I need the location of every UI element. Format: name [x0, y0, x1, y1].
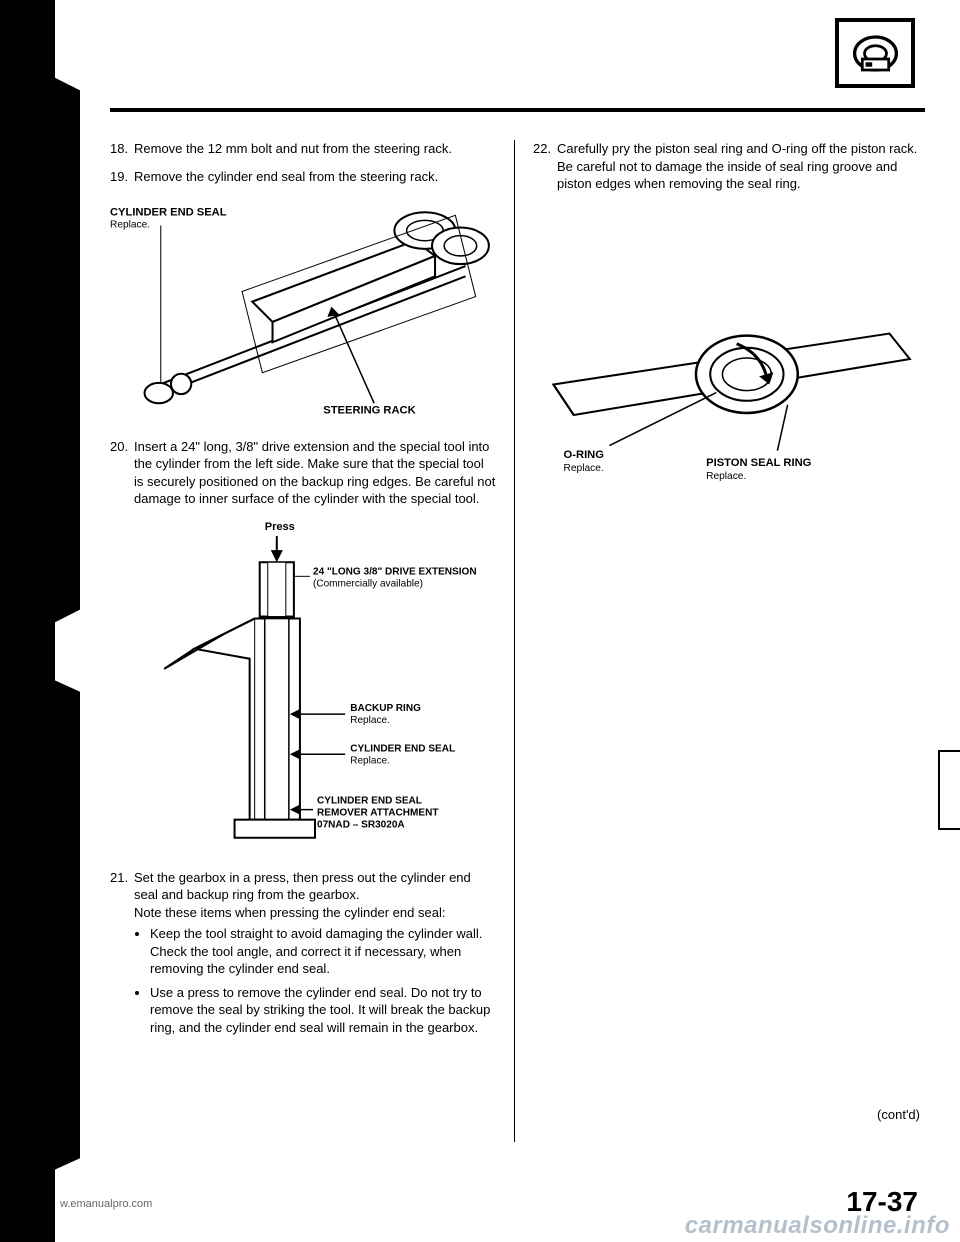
step-number: 18.: [110, 140, 134, 158]
svg-text:REMOVER ATTACHMENT: REMOVER ATTACHMENT: [317, 807, 439, 818]
watermark: carmanualsonline.info: [685, 1212, 950, 1240]
fig1-label-cyl: CYLINDER END SEAL: [110, 206, 227, 218]
header-rule: [110, 108, 925, 112]
svg-text:07NAD – SR3020A: 07NAD – SR3020A: [317, 819, 405, 830]
step-text: Carefully pry the piston seal ring and O…: [557, 140, 920, 193]
svg-text:CYLINDER END SEAL: CYLINDER END SEAL: [350, 743, 455, 754]
svg-text:(Commercially available): (Commercially available): [313, 578, 423, 589]
step-text: Insert a 24" long, 3/8" drive extension …: [134, 438, 496, 508]
binding-tab-bottom: [10, 660, 80, 1190]
step-bullets: Keep the tool straight to avoid damaging…: [134, 925, 496, 1036]
svg-text:Press: Press: [265, 521, 295, 533]
svg-text:Replace.: Replace.: [706, 471, 746, 482]
step-20: 20. Insert a 24" long, 3/8" drive extens…: [110, 438, 496, 508]
footer-url: w.emanualpro.com: [60, 1198, 152, 1210]
binding-tab-top: [10, 55, 80, 645]
step-number: 19.: [110, 168, 134, 186]
svg-text:Replace.: Replace.: [564, 463, 604, 474]
steering-wheel-lock-icon: [848, 31, 903, 76]
step-number: 21.: [110, 869, 134, 1043]
svg-text:24 "LONG 3/8" DRIVE EXTENSION: 24 "LONG 3/8" DRIVE EXTENSION: [313, 566, 477, 577]
step-18: 18. Remove the 12 mm bolt and nut from t…: [110, 140, 496, 158]
step-body: Set the gearbox in a press, then press o…: [134, 869, 496, 1043]
page: 18. Remove the 12 mm bolt and nut from t…: [0, 0, 960, 1242]
figure-cylinder-end-seal: CYLINDER END SEAL Replace. STEERING RACK: [110, 195, 496, 423]
figure-1-svg: CYLINDER END SEAL Replace. STEERING RACK: [110, 195, 496, 418]
bullet-2: Use a press to remove the cylinder end s…: [150, 984, 496, 1037]
step-19: 19. Remove the cylinder end seal from th…: [110, 168, 496, 186]
step-22: 22. Carefully pry the piston seal ring a…: [533, 140, 920, 193]
fig1-label-replace: Replace.: [110, 220, 150, 231]
figure-press-tool: Press 24 "LONG 3/8" DRIVE EXTENSION (Com…: [110, 518, 496, 855]
left-column: 18. Remove the 12 mm bolt and nut from t…: [110, 140, 515, 1142]
step-text: Remove the cylinder end seal from the st…: [134, 168, 496, 186]
right-column: 22. Carefully pry the piston seal ring a…: [515, 140, 920, 1142]
contd-label: (cont'd): [877, 1107, 920, 1122]
svg-text:O-RING: O-RING: [564, 448, 605, 460]
figure-piston-seal: O-RING Replace. PISTON SEAL RING Replace…: [533, 303, 920, 512]
step-text: Set the gearbox in a press, then press o…: [134, 870, 471, 903]
step-text: Remove the 12 mm bolt and nut from the s…: [134, 140, 496, 158]
fig1-label-rack: STEERING RACK: [323, 404, 415, 416]
step-note: Note these items when pressing the cylin…: [134, 905, 445, 920]
header-icon-box: [835, 18, 915, 88]
step-number: 20.: [110, 438, 134, 508]
figure-3-svg: O-RING Replace. PISTON SEAL RING Replace…: [533, 303, 920, 507]
svg-text:Replace.: Replace.: [350, 715, 390, 726]
bullet-1: Keep the tool straight to avoid damaging…: [150, 925, 496, 978]
svg-text:PISTON SEAL RING: PISTON SEAL RING: [706, 457, 812, 469]
svg-text:CYLINDER END SEAL: CYLINDER END SEAL: [317, 795, 422, 806]
step-21: 21. Set the gearbox in a press, then pre…: [110, 869, 496, 1043]
svg-text:BACKUP RING: BACKUP RING: [350, 703, 421, 714]
svg-text:Replace.: Replace.: [350, 755, 390, 766]
content-columns: 18. Remove the 12 mm bolt and nut from t…: [110, 140, 920, 1142]
right-edge-tab: [938, 750, 960, 830]
figure-2-svg: Press 24 "LONG 3/8" DRIVE EXTENSION (Com…: [134, 518, 496, 850]
step-number: 22.: [533, 140, 557, 193]
